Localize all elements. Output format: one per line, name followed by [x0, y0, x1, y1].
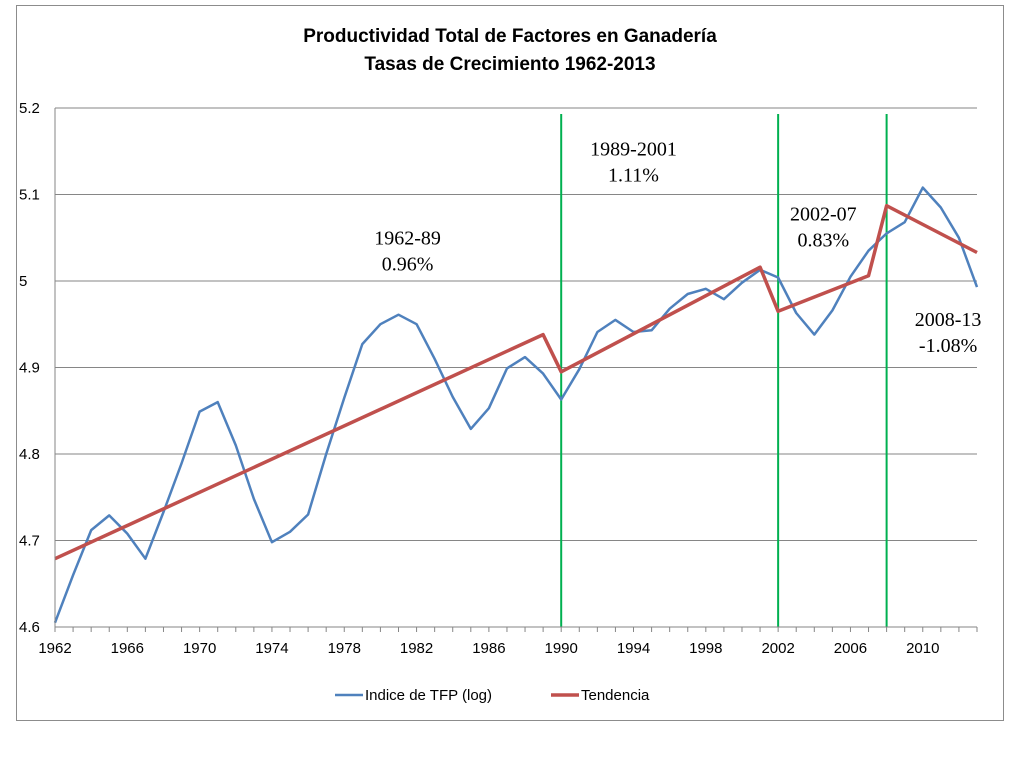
- legend-label: Tendencia: [581, 687, 650, 704]
- x-tick-label: 2010: [906, 640, 939, 657]
- y-tick-label: 4.8: [19, 446, 40, 463]
- x-tick-label: 1978: [328, 640, 361, 657]
- axis-layer: 4.6 4.7 4.8 4.9 5 5.1 5.2 1962 1966 1970 1974 1978 1…: [19, 100, 977, 657]
- period-annotation-label: 2008-13: [915, 309, 982, 331]
- y-tick-label: 4.6: [19, 619, 40, 636]
- x-tick-label: 1990: [545, 640, 578, 657]
- y-tick-label: 4.9: [19, 360, 40, 377]
- period-annotation-label: 0.83%: [797, 229, 849, 251]
- legend-label: Indice de TFP (log): [365, 687, 492, 704]
- y-tick-label: 4.7: [19, 533, 40, 550]
- x-tick-label: 1994: [617, 640, 650, 657]
- annotation-layer: 1962-89 0.96% 1989-2001 1.11% 2002-07 0.83% 20…: [374, 139, 981, 357]
- x-tick-label: 1974: [255, 640, 288, 657]
- series-line-tendencia: [55, 206, 977, 559]
- legend: Indice de TFP (log) Tendencia: [335, 687, 650, 704]
- x-tick-label: 1966: [111, 640, 144, 657]
- x-tick-label: 1970: [183, 640, 216, 657]
- x-tick-label: 2002: [761, 640, 794, 657]
- period-annotation-label: 1989-2001: [590, 139, 677, 161]
- y-tick-label: 5.1: [19, 187, 40, 204]
- x-tick-label: 2006: [834, 640, 867, 657]
- period-annotation-label: 1.11%: [608, 165, 659, 187]
- chart-subtitle: Tasas de Crecimiento 1962-2013: [364, 54, 655, 75]
- period-annotation-label: 0.96%: [382, 254, 434, 276]
- series-layer: [55, 188, 977, 623]
- chart-title: Productividad Total de Factores en Ganad…: [303, 26, 717, 47]
- x-tick-label: 1998: [689, 640, 722, 657]
- chart-frame: Productividad Total de Factores en Ganad…: [16, 5, 1004, 721]
- x-tick-label: 1986: [472, 640, 505, 657]
- tfp-line-chart: Productividad Total de Factores en Ganad…: [17, 6, 1003, 720]
- grid-layer: [55, 108, 977, 627]
- vertical-lines-layer: [561, 114, 886, 627]
- period-annotation-label: 1962-89: [374, 228, 441, 250]
- period-annotation-label: 2002-07: [790, 203, 857, 225]
- x-tick-label: 1982: [400, 640, 433, 657]
- period-annotation-label: -1.08%: [919, 335, 977, 357]
- series-line-tfp-index: [55, 188, 977, 623]
- y-tick-label: 5: [19, 273, 27, 290]
- x-tick-label: 1962: [38, 640, 71, 657]
- y-tick-label: 5.2: [19, 100, 40, 117]
